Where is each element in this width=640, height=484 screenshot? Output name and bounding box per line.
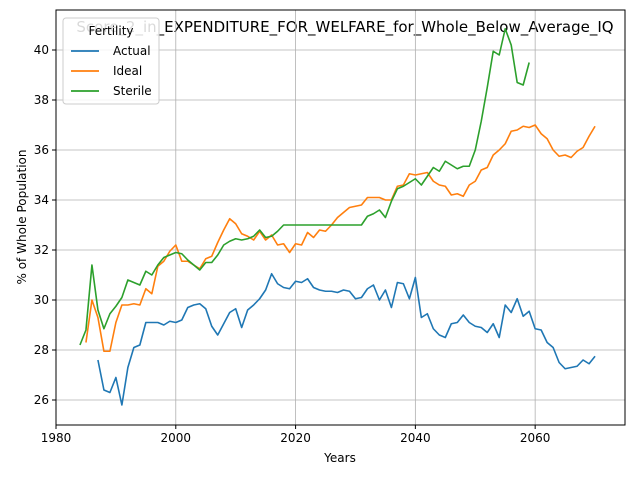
y-tick-label: 38 (34, 93, 49, 107)
y-tick-label: 30 (34, 293, 49, 307)
y-tick-label: 32 (34, 243, 49, 257)
x-axis-label: Years (323, 451, 356, 465)
series-lines (79, 27, 596, 406)
series-line-actual (97, 272, 596, 406)
legend-label-actual: Actual (113, 44, 151, 58)
y-tick-label: 36 (34, 143, 49, 157)
x-tick-label: 2060 (520, 431, 551, 445)
x-tick-label: 2040 (400, 431, 431, 445)
legend-label-sterile: Sterile (113, 84, 152, 98)
series-line-ideal (85, 124, 596, 353)
legend: Fertility Actual Ideal Sterile (62, 17, 160, 105)
y-tick-label: 28 (34, 343, 49, 357)
y-tick-label: 34 (34, 193, 49, 207)
plot-frame (55, 9, 626, 426)
x-tick-label: 1980 (41, 431, 72, 445)
y-tick-label: 26 (34, 393, 49, 407)
legend-label-ideal: Ideal (113, 64, 142, 78)
y-tick-label: 40 (34, 43, 49, 57)
axis-ticks: 1980 2000 2020 2040 2060 26 28 30 32 34 36 38 40 (34, 43, 551, 445)
chart-title: Score_2_in_EXPENDITURE_FOR_WELFARE_for_W… (76, 18, 613, 37)
legend-title: Fertility (88, 24, 133, 38)
x-tick-label: 2020 (280, 431, 311, 445)
x-tick-label: 2000 (161, 431, 192, 445)
y-axis-label: % of Whole Population (15, 150, 29, 285)
legend-box (62, 17, 160, 105)
series-line-sterile (79, 27, 530, 346)
